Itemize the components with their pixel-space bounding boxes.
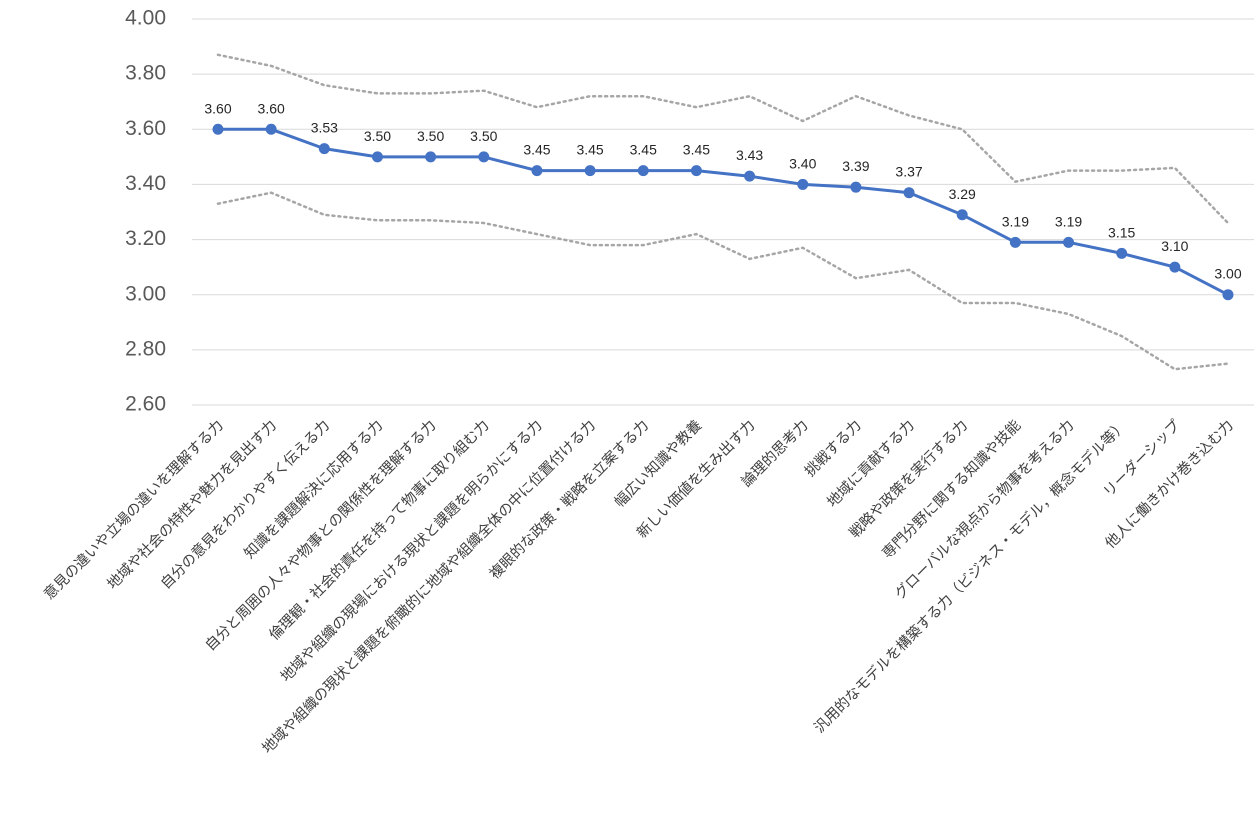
y-tick-label: 3.60 — [125, 117, 166, 140]
lower-bound-line — [216, 191, 1230, 371]
data-label: 3.37 — [895, 164, 922, 180]
main-series-point — [1169, 261, 1181, 273]
main-series-point — [1116, 247, 1128, 259]
data-label: 3.60 — [258, 100, 285, 116]
x-tick-label: 幅広い知識や教養 — [610, 416, 705, 511]
main-series-point — [797, 178, 809, 190]
main-series-point — [637, 165, 649, 177]
data-label: 3.15 — [1108, 224, 1135, 240]
main-series — [212, 123, 1234, 301]
main-series-point — [903, 187, 915, 199]
main-series-point — [744, 170, 756, 182]
bound-lines — [216, 53, 1230, 371]
y-tick-label: 3.00 — [125, 282, 166, 305]
data-label: 3.39 — [842, 158, 869, 174]
x-axis-tick-labels: 意見の違いや立場の違いを理解する力地域や社会の特性や魅力を見出す力自分の意見をわ… — [40, 416, 1237, 757]
y-tick-label: 2.80 — [125, 337, 166, 360]
main-series-point — [1222, 289, 1234, 301]
data-label: 3.53 — [311, 120, 338, 136]
gridlines — [192, 18, 1254, 406]
upper-bound-line — [216, 53, 1230, 225]
data-label: 3.50 — [417, 128, 444, 144]
main-series-point — [425, 151, 437, 163]
data-label: 3.10 — [1161, 238, 1188, 254]
data-label: 3.45 — [576, 142, 603, 158]
x-tick-label: 地域や組織の現場における現状と課題を明らかにする力 — [277, 417, 545, 685]
main-series-point — [850, 181, 862, 193]
y-tick-label: 4.00 — [125, 7, 166, 30]
main-series-point — [1009, 236, 1021, 248]
main-series-point — [212, 123, 224, 135]
data-label: 3.45 — [683, 142, 710, 158]
main-series-point — [956, 209, 968, 221]
x-tick-label: 地域や組織の現状と課題を俯瞰的に地域や組織全体の中に位置付ける力 — [258, 416, 599, 757]
x-tick-label: 地域に貢献する力 — [824, 417, 918, 511]
main-series-point — [531, 165, 543, 177]
y-tick-label: 3.40 — [125, 172, 166, 195]
main-series-point — [584, 165, 596, 177]
main-series-point — [478, 151, 490, 163]
data-label: 3.50 — [470, 128, 497, 144]
data-label: 3.40 — [789, 155, 816, 171]
main-series-point — [265, 123, 277, 135]
y-tick-label: 2.60 — [125, 393, 166, 416]
data-label: 3.00 — [1214, 266, 1241, 282]
y-axis-tick-labels: 4.00 3.80 3.60 3.40 3.20 3.00 2.80 2.60 — [125, 7, 166, 416]
data-label: 3.19 — [1002, 213, 1029, 229]
main-series-point — [318, 143, 330, 155]
y-tick-label: 3.80 — [125, 62, 166, 85]
data-label: 3.29 — [949, 186, 976, 202]
data-labels: 3.60 3.60 3.53 3.50 3.50 3.50 3.45 3.45 3.45 3.45… — [204, 100, 1241, 281]
y-tick-label: 3.20 — [125, 227, 166, 250]
main-series-point — [1063, 236, 1075, 248]
main-series-point — [690, 165, 702, 177]
data-label: 3.60 — [204, 100, 231, 116]
data-label: 3.43 — [736, 147, 763, 163]
main-series-line — [218, 127, 1229, 297]
data-label: 3.45 — [630, 142, 657, 158]
data-label: 3.50 — [364, 128, 391, 144]
data-label: 3.19 — [1055, 213, 1082, 229]
data-label: 3.45 — [523, 142, 550, 158]
main-series-point — [371, 151, 383, 163]
